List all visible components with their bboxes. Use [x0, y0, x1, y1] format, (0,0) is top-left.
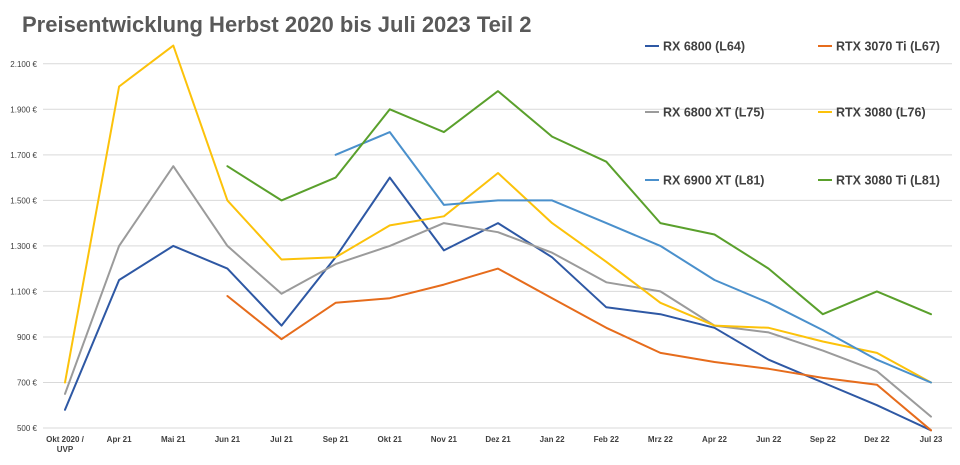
y-axis-ticks: 500 € 700 € 900 € 1.100 € 1.300 € 1.500 € 1.70… — [10, 60, 37, 433]
x-tick-label: Feb 22 — [594, 435, 620, 444]
y-tick-label: 500 € — [17, 424, 38, 433]
series-line — [334, 131, 932, 384]
x-tick-label: Dez 22 — [864, 435, 890, 444]
x-tick-label: Sep 22 — [810, 435, 836, 444]
x-tick-label: Mai 21 — [161, 435, 186, 444]
series-line — [226, 90, 932, 316]
y-tick-label: 900 € — [17, 333, 38, 342]
x-tick-label: Mrz 22 — [648, 435, 673, 444]
chart-title: Preisentwicklung Herbst 2020 bis Juli 20… — [22, 12, 532, 37]
y-tick-label: 2.100 € — [10, 60, 37, 69]
legend-label: RX 6800 (L64) — [663, 40, 745, 54]
series-lines — [64, 44, 932, 432]
series-line — [226, 267, 932, 432]
y-tick-label: 1.900 € — [10, 105, 37, 114]
x-tick-label: Nov 21 — [431, 435, 458, 444]
x-tick-label: Jun 21 — [215, 435, 241, 444]
x-tick-label: Jul 21 — [270, 435, 293, 444]
legend-label: RTX 3070 Ti (L67) — [836, 40, 940, 54]
legend: RX 6800 (L64) RTX 3070 Ti (L67) RX 6800 XT… — [645, 40, 940, 188]
x-tick-label: Dez 21 — [485, 435, 511, 444]
legend-label: RX 6900 XT (L81) — [663, 174, 764, 188]
x-tick-label: Okt 2020 /UVP — [46, 435, 85, 454]
x-tick-label: Jul 23 — [920, 435, 943, 444]
x-tick-label: Jun 22 — [756, 435, 782, 444]
y-tick-label: 1.300 € — [10, 242, 37, 251]
series-line — [64, 165, 932, 418]
legend-label: RTX 3080 Ti (L81) — [836, 174, 940, 188]
x-tick-label: Apr 21 — [107, 435, 132, 444]
x-tick-label: Okt 21 — [378, 435, 403, 444]
y-tick-label: 1.100 € — [10, 287, 37, 296]
legend-label: RX 6800 XT (L75) — [663, 106, 764, 120]
legend-label: RTX 3080 (L76) — [836, 106, 926, 120]
y-tick-label: 1.700 € — [10, 151, 37, 160]
x-tick-label: Jan 22 — [540, 435, 565, 444]
x-tick-label: Sep 21 — [323, 435, 349, 444]
gridlines — [43, 63, 952, 429]
series-line — [64, 176, 932, 432]
y-tick-label: 1.500 € — [10, 196, 37, 205]
y-tick-label: 700 € — [17, 378, 38, 387]
x-axis-ticks: Okt 2020 /UVP Apr 21 Mai 21 Jun 21 Jul 21 Sep… — [46, 435, 943, 454]
series-line — [64, 44, 932, 384]
x-tick-label: Apr 22 — [702, 435, 727, 444]
